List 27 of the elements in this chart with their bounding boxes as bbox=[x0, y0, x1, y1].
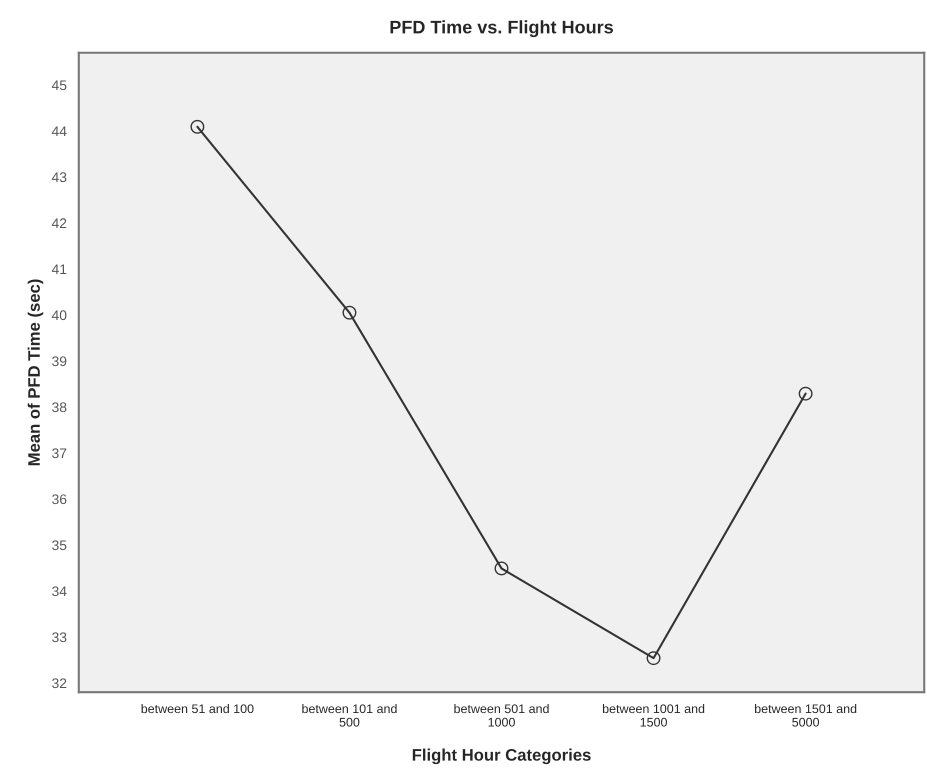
y-tick-label: 42 bbox=[52, 218, 66, 228]
y-tick-label: 37 bbox=[52, 448, 66, 458]
y-tick-label: 35 bbox=[52, 540, 66, 550]
y-tick-label: 43 bbox=[52, 172, 66, 182]
y-tick-label: 33 bbox=[52, 632, 66, 642]
x-tick-label: between 501 and 1000 bbox=[454, 704, 549, 727]
x-axis-title: Flight Hour Categories bbox=[412, 748, 591, 764]
y-tick-label: 44 bbox=[52, 126, 67, 136]
point bbox=[342, 306, 356, 320]
point bbox=[190, 120, 204, 134]
y-tick-label: 36 bbox=[52, 494, 66, 504]
y-tick-label: 34 bbox=[52, 586, 67, 596]
y-tick-label: 40 bbox=[52, 310, 66, 320]
point bbox=[646, 651, 661, 666]
point bbox=[494, 562, 508, 576]
y-tick-label: 32 bbox=[52, 678, 66, 688]
y-axis-title: Mean of PFD Time (sec) bbox=[28, 279, 44, 466]
y-tick-label: 39 bbox=[52, 356, 66, 366]
x-tick-label: between 1501 and 5000 bbox=[754, 704, 856, 727]
y-tick-label: 45 bbox=[52, 80, 66, 90]
y-tick-label: 41 bbox=[52, 264, 66, 274]
x-tick-label: between 101 and 500 bbox=[302, 704, 397, 727]
y-tick-label: 38 bbox=[52, 402, 66, 412]
x-tick-label: between 1001 and 1500 bbox=[602, 704, 704, 727]
x-tick-label: between 51 and 100 bbox=[142, 704, 254, 714]
point bbox=[798, 386, 813, 401]
chart-title: PFD Time vs. Flight Hours bbox=[390, 20, 613, 38]
